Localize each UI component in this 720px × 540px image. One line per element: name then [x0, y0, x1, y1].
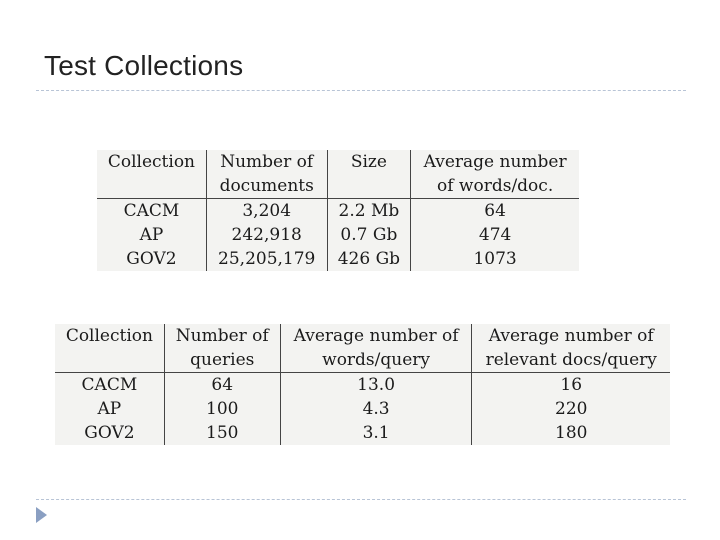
- cell-collection: CACM: [97, 198, 207, 223]
- table-row: CACM 64 13.0 16: [55, 372, 670, 397]
- cell-relevant-docs: 220: [555, 399, 588, 419]
- header-line: Number of: [220, 152, 314, 172]
- cell-collection: GOV2: [55, 421, 165, 445]
- title-divider: [36, 90, 686, 91]
- cell-average-words: 3.1: [280, 421, 473, 445]
- header-line: of words/doc.: [437, 176, 554, 196]
- cell-number-of-queries: 64: [164, 372, 281, 397]
- table-row: CACM 3,204 2.2 Mb 64: [97, 198, 579, 223]
- header-collection: Collection: [97, 150, 207, 199]
- documents-table: Collection Number of documents Size Aver…: [97, 150, 579, 271]
- cell-number-of-queries: 150: [164, 421, 281, 445]
- header-average-words-per-query: Average number of words/query: [280, 324, 473, 373]
- header-line: Average number of: [488, 326, 654, 346]
- slide-title: Test Collections: [44, 50, 244, 81]
- header-average-words-per-doc: Average number of words/doc.: [411, 150, 579, 199]
- header-line: Average number: [423, 152, 567, 172]
- cell-average-words: 4.3: [280, 397, 473, 421]
- cell-collection: AP: [55, 397, 165, 421]
- cell-average-words: 64: [484, 201, 506, 221]
- header-number-of-queries: Number of queries: [164, 324, 281, 373]
- cell-size: 0.7 Gb: [327, 223, 412, 247]
- header-line: relevant docs/query: [485, 350, 657, 370]
- triangle-bullet-icon: [36, 507, 47, 523]
- cell-number-of-queries: 100: [164, 397, 281, 421]
- cell-average-words: 1073: [473, 249, 517, 269]
- queries-table: Collection Number of queries Average num…: [55, 324, 670, 445]
- header-line: Number of: [175, 326, 269, 346]
- table-row: GOV2 25,205,179 426 Gb 1073: [97, 247, 579, 271]
- header-line: Collection: [65, 326, 153, 346]
- cell-relevant-docs: 180: [555, 423, 588, 443]
- footer-divider: [36, 499, 686, 500]
- cell-number-of-documents: 3,204: [206, 198, 328, 223]
- header-line: documents: [219, 176, 314, 196]
- header-collection: Collection: [55, 324, 165, 373]
- table-header-row: Collection Number of queries Average num…: [55, 324, 670, 373]
- table-row: AP 100 4.3 220: [55, 397, 670, 421]
- header-size: Size: [327, 150, 412, 199]
- cell-size: 2.2 Mb: [327, 198, 412, 223]
- cell-number-of-documents: 242,918: [206, 223, 328, 247]
- cell-number-of-documents: 25,205,179: [206, 247, 328, 271]
- cell-average-words: 474: [478, 225, 512, 245]
- cell-size: 426 Gb: [327, 247, 412, 271]
- table-row: AP 242,918 0.7 Gb 474: [97, 223, 579, 247]
- table-row: GOV2 150 3.1 180: [55, 421, 670, 445]
- table-header-row: Collection Number of documents Size Aver…: [97, 150, 579, 199]
- header-average-relevant-docs: Average number of relevant docs/query: [472, 324, 670, 373]
- cell-relevant-docs: 16: [560, 375, 583, 395]
- cell-collection: GOV2: [97, 247, 207, 271]
- header-line: Size: [350, 152, 387, 172]
- cell-collection: CACM: [55, 372, 165, 397]
- header-number-of-documents: Number of documents: [206, 150, 328, 199]
- header-line: Average number of: [293, 326, 459, 346]
- cell-average-words: 13.0: [280, 372, 473, 397]
- header-line: Collection: [107, 152, 196, 172]
- cell-collection: AP: [97, 223, 207, 247]
- header-line: words/query: [322, 350, 431, 370]
- header-line: queries: [190, 350, 255, 370]
